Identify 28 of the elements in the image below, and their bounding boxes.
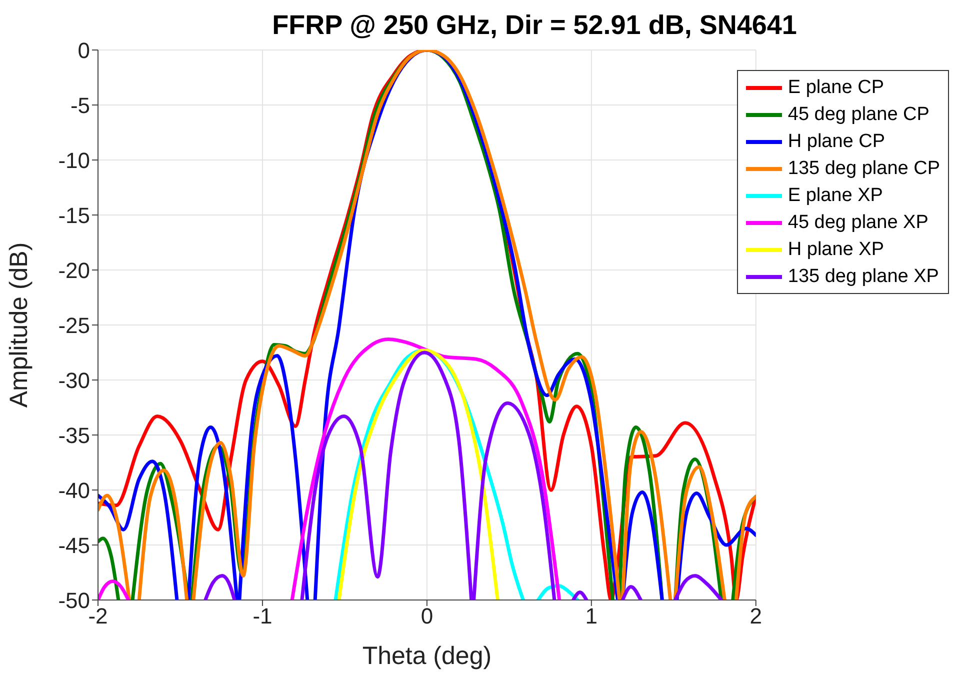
x-tick-label: 1 <box>585 604 598 629</box>
y-axis-title: Amplitude (dB) <box>4 242 33 408</box>
legend-label: H plane XP <box>788 238 884 262</box>
y-tick-label: -10 <box>58 148 90 173</box>
x-tick-label: -2 <box>88 604 108 629</box>
y-tick-label: -20 <box>58 258 90 283</box>
y-tick-label: -30 <box>58 368 90 393</box>
x-tick-label: 0 <box>420 604 434 629</box>
legend-label: E plane XP <box>788 184 883 208</box>
legend-label: 45 deg plane CP <box>788 103 930 127</box>
legend-label: 45 deg plane XP <box>788 211 928 235</box>
x-tick-label: 2 <box>750 604 762 629</box>
y-tick-label: 0 <box>78 38 90 63</box>
x-axis-title: Theta (deg) <box>362 642 492 670</box>
y-tick-label: -35 <box>58 422 90 448</box>
y-tick-label: -50 <box>58 588 90 613</box>
y-tick-label: -25 <box>58 312 90 338</box>
y-tick-label: -45 <box>58 532 90 558</box>
y-tick-label: -40 <box>58 478 90 503</box>
y-tick-label: -15 <box>58 202 90 228</box>
line-series <box>337 348 500 600</box>
x-tick-label: -1 <box>252 604 272 629</box>
legend-label: 135 deg plane CP <box>788 157 940 181</box>
y-tick-label: -5 <box>70 92 90 118</box>
chart-title: FFRP @ 250 GHz, Dir = 52.91 dB, SN4641 <box>271 9 798 42</box>
legend-label: E plane CP <box>788 76 884 100</box>
legend-label: 135 deg plane XP <box>788 265 939 289</box>
legend-label: H plane CP <box>788 130 886 154</box>
